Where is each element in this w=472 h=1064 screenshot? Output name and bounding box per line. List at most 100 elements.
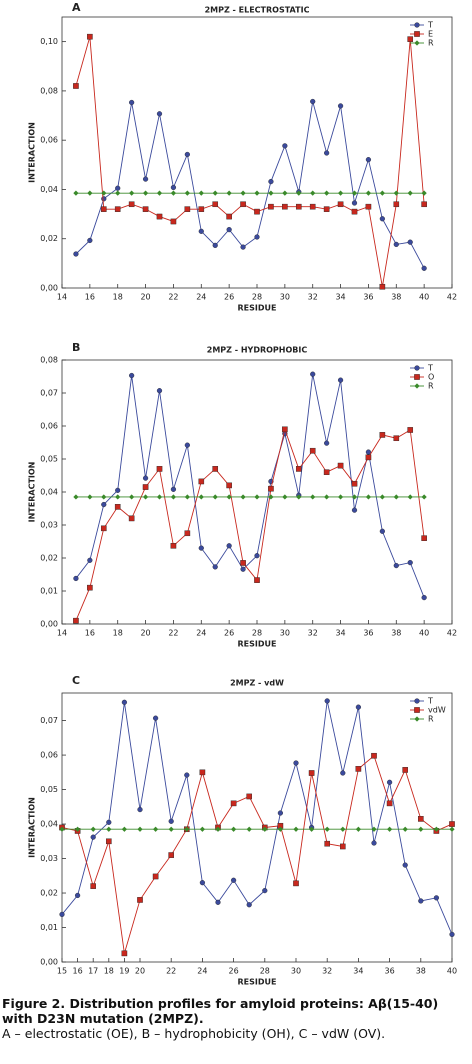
data-point [73,251,79,257]
data-point [407,239,413,245]
legend-marker [414,716,420,722]
data-point [371,752,377,759]
data-point [121,826,127,832]
data-point [129,99,135,106]
y-tick-label: 0,00 [40,958,58,967]
x-tick-label: 40 [419,629,429,638]
x-tick-label: 38 [391,629,401,638]
series-line [75,36,425,287]
legend-label: vdW [428,706,446,715]
legend-marker [414,22,420,28]
data-point [421,190,427,196]
data-point [240,244,246,250]
data-point [231,826,237,832]
data-point [433,826,439,832]
data-point [282,203,288,210]
data-point [240,201,246,208]
data-point [379,494,385,500]
data-point [365,449,372,455]
data-point [184,826,190,832]
data-point [407,427,414,433]
data-point [254,190,260,196]
data-point [212,564,218,570]
data-point [226,482,232,489]
x-tick-label: 34 [335,629,345,638]
data-point [407,190,413,196]
data-point [379,283,386,290]
data-point [226,494,232,500]
data-point [310,190,316,196]
data-point [387,826,393,832]
legend-label: T [427,364,433,373]
x-tick-label: 17 [88,967,98,976]
y-tick-label: 0,04 [40,185,58,194]
y-tick-label: 0,02 [40,234,58,243]
data-point [156,388,163,394]
data-point [296,190,302,196]
data-point [293,760,299,766]
data-point [246,826,252,832]
data-point [87,190,93,196]
data-point [184,530,191,537]
caption-title: Figure 2. Distribution profiles for amyl… [2,996,439,1026]
x-tick-label: 42 [447,629,457,638]
x-tick-label: 20 [135,967,145,976]
data-point [129,372,135,379]
data-point [393,494,399,500]
data-point [351,480,358,487]
x-tick-label: 32 [308,293,318,302]
data-point [101,190,107,196]
y-tick-label: 0,00 [40,284,58,293]
x-tick-label: 32 [322,967,332,976]
data-point [170,542,177,549]
data-point [73,494,79,500]
data-point [100,525,107,532]
x-tick-label: 40 [447,967,457,976]
data-point [212,466,219,472]
data-point [340,843,346,850]
data-point [421,494,427,500]
data-point [379,528,385,534]
data-point [309,826,315,832]
data-point [296,494,302,500]
data-point [351,208,358,215]
data-point [324,440,330,446]
x-tick-label: 28 [260,967,270,976]
x-tick-label: 15 [57,967,67,976]
data-point [324,190,330,196]
x-tick-label: 16 [85,629,95,638]
legend-label: R [428,382,434,391]
plot-frame [61,16,453,289]
data-point [282,426,288,433]
data-point [137,806,143,813]
data-point [293,880,299,887]
x-tick-label: 30 [280,293,290,302]
x-tick-label: 32 [308,629,318,638]
x-tick-label: 14 [57,293,67,302]
data-point [184,442,190,448]
data-point [199,826,205,832]
data-point [199,769,206,776]
x-tick-label: 36 [385,967,395,976]
data-point [355,766,362,772]
data-point [156,466,163,472]
data-point [309,447,316,454]
data-point [184,151,190,158]
legend-label: O [428,373,434,382]
data-point [73,617,79,624]
y-tick-label: 0,03 [40,521,58,530]
data-point [226,227,232,233]
series-line [75,101,425,269]
y-axis-label: INTERACTION [28,797,37,858]
data-point [379,432,386,438]
x-tick-label: 22 [168,629,178,638]
caption: Figure 2. Distribution profiles for amyl… [2,996,470,1041]
x-tick-label: 24 [197,967,207,976]
data-point [212,242,218,248]
data-point [142,206,149,212]
data-point [156,111,163,117]
data-point [170,218,177,225]
data-point [198,190,204,196]
data-point [262,826,268,832]
data-point [168,818,174,824]
